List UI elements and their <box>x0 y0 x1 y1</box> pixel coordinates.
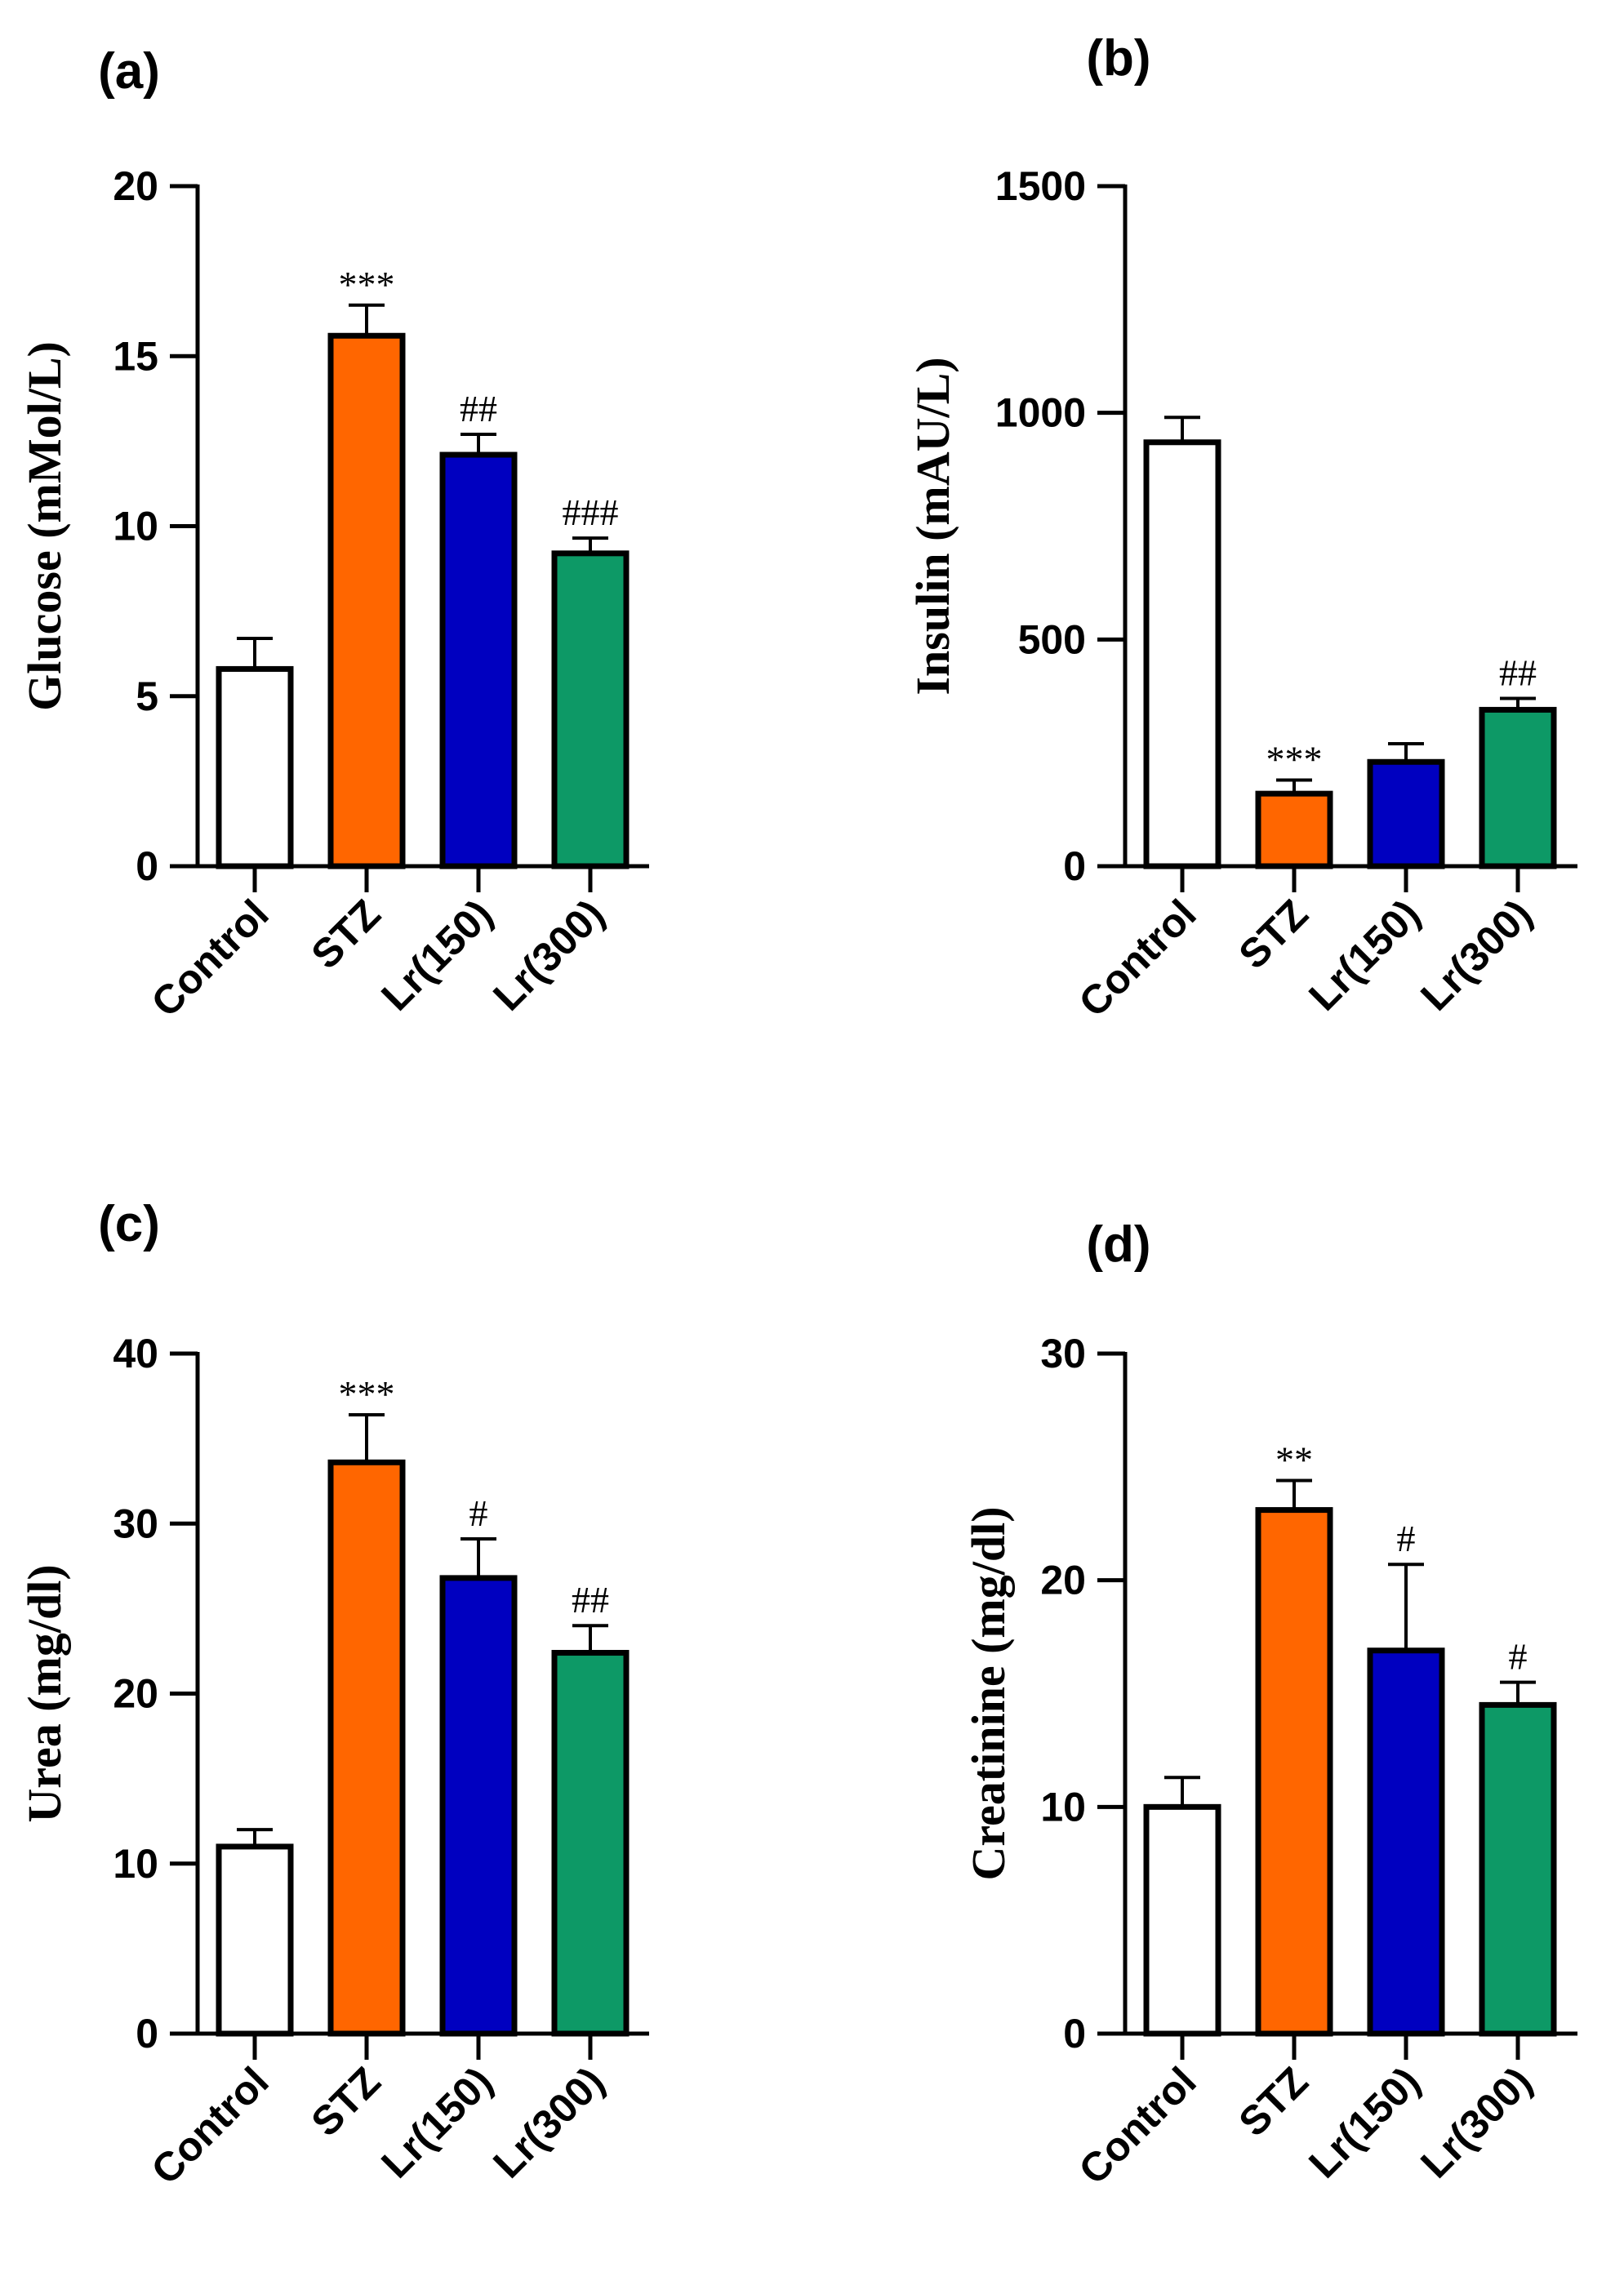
significance-label: ## <box>1499 652 1537 694</box>
y-axis-label: Creatinine (mg/dl) <box>962 1506 1015 1880</box>
category-label: STZ <box>1230 891 1316 977</box>
y-tick-label: 20 <box>113 163 158 209</box>
significance-label: ** <box>1275 1438 1313 1480</box>
y-tick-label: 15 <box>113 333 158 379</box>
bar-lr300 <box>551 550 630 869</box>
panel-letter: (d) <box>1086 1216 1150 1273</box>
category-label: STZ <box>302 891 389 977</box>
bar-stz <box>1255 790 1333 869</box>
y-axis-label: Glucose (mMol/L) <box>18 341 71 711</box>
y-tick-label: 0 <box>1063 843 1086 889</box>
significance-label: *** <box>1266 738 1323 780</box>
category-label: STZ <box>302 2058 389 2145</box>
bar-lr300 <box>1479 706 1557 869</box>
category-label: Lr(150) <box>1300 2058 1428 2186</box>
chart-panel-2: (b) 0 500 1000 1500 Insulin (mAU/L) Control ***… <box>906 30 1577 1025</box>
y-tick-label: 0 <box>136 843 158 889</box>
panel-letter: (a) <box>98 43 160 100</box>
y-tick-label: 5 <box>136 674 158 719</box>
panel-letter: (c) <box>98 1196 160 1252</box>
significance-label: # <box>469 1492 488 1534</box>
bar-control <box>1143 439 1221 869</box>
significance-label: *** <box>339 1373 395 1415</box>
y-tick-label: 0 <box>1063 2011 1086 2056</box>
significance-label: # <box>1509 1636 1528 1678</box>
y-tick-label: 10 <box>113 504 158 549</box>
y-tick-label: 20 <box>113 1671 158 1717</box>
category-label: Lr(150) <box>372 2058 501 2186</box>
y-axis-label: Urea (mg/dl) <box>18 1564 71 1822</box>
y-tick-label: 30 <box>113 1501 158 1546</box>
bar-stz <box>327 332 406 869</box>
bar-stz <box>1255 1507 1333 2037</box>
bar-lr150 <box>1367 758 1445 869</box>
category-label: Control <box>143 2058 278 2193</box>
category-label: STZ <box>1230 2058 1316 2145</box>
bar-lr300 <box>551 1650 630 2037</box>
y-tick-label: 30 <box>1040 1331 1086 1376</box>
bar-stz <box>327 1459 406 2037</box>
bar-lr150 <box>439 1575 518 2037</box>
significance-label: ## <box>572 1579 609 1621</box>
chart-panel-3: (c) 0 10 20 30 40 Urea (mg/dl) Control *** STZ # Lr… <box>18 1196 649 2193</box>
y-axis-label: Insulin (mAU/L) <box>906 357 959 695</box>
y-tick-label: 500 <box>1018 616 1086 662</box>
bar-lr150 <box>1367 1647 1445 2037</box>
y-tick-label: 0 <box>136 2011 158 2056</box>
significance-label: ### <box>563 491 619 533</box>
significance-label: *** <box>339 264 395 305</box>
y-tick-label: 40 <box>113 1331 158 1376</box>
significance-label: ## <box>460 388 497 429</box>
chart-panel-1: (a) 0 5 10 15 20 Glucose (mMol/L) Control *** STZ… <box>18 43 649 1025</box>
bar-control <box>216 665 294 869</box>
y-tick-label: 10 <box>113 1841 158 1887</box>
panel-letter: (b) <box>1086 30 1150 87</box>
chart-panel-4: (d) 0 10 20 30 Creatinine (mg/dl) Control ** STZ… <box>962 1216 1577 2193</box>
category-label: Control <box>1070 2058 1205 2193</box>
category-label: Lr(300) <box>1412 891 1540 1019</box>
y-tick-label: 10 <box>1040 1784 1086 1830</box>
category-label: Lr(150) <box>372 891 501 1019</box>
y-tick-label: 20 <box>1040 1558 1086 1603</box>
y-tick-label: 1500 <box>995 163 1086 209</box>
category-label: Lr(150) <box>1300 891 1428 1019</box>
category-label: Lr(300) <box>1412 2058 1540 2186</box>
bar-lr150 <box>439 451 518 869</box>
category-label: Control <box>1070 891 1205 1025</box>
category-label: Lr(300) <box>484 2058 612 2186</box>
significance-label: # <box>1397 1518 1416 1559</box>
bar-control <box>1143 1803 1221 2037</box>
category-label: Lr(300) <box>484 891 612 1019</box>
bar-lr300 <box>1479 1701 1557 2037</box>
category-label: Control <box>143 891 278 1025</box>
y-tick-label: 1000 <box>995 390 1086 436</box>
bar-control <box>216 1843 294 2037</box>
